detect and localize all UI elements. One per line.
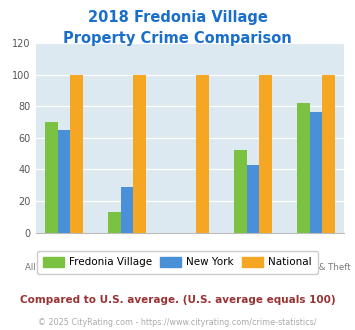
- Bar: [234, 150, 247, 233]
- Text: Property Crime Comparison: Property Crime Comparison: [63, 31, 292, 46]
- Text: All Property Crime: All Property Crime: [25, 263, 103, 272]
- Text: 2018 Fredonia Village: 2018 Fredonia Village: [88, 10, 267, 25]
- Text: Motor Vehicle Theft: Motor Vehicle Theft: [85, 263, 169, 272]
- Bar: [58, 130, 70, 233]
- Text: Burglary: Burglary: [235, 263, 271, 272]
- Bar: [247, 165, 259, 233]
- Bar: [108, 212, 121, 233]
- Bar: [121, 187, 133, 233]
- Bar: [259, 75, 272, 233]
- Text: © 2025 CityRating.com - https://www.cityrating.com/crime-statistics/: © 2025 CityRating.com - https://www.city…: [38, 318, 317, 327]
- Bar: [310, 113, 322, 233]
- Bar: [133, 75, 146, 233]
- Text: Arson: Arson: [178, 263, 202, 272]
- Bar: [322, 75, 335, 233]
- Bar: [196, 75, 209, 233]
- Bar: [297, 103, 310, 233]
- Bar: [45, 122, 58, 233]
- Text: Compared to U.S. average. (U.S. average equals 100): Compared to U.S. average. (U.S. average …: [20, 295, 335, 305]
- Legend: Fredonia Village, New York, National: Fredonia Village, New York, National: [37, 250, 318, 274]
- Bar: [70, 75, 83, 233]
- Text: Larceny & Theft: Larceny & Theft: [282, 263, 350, 272]
